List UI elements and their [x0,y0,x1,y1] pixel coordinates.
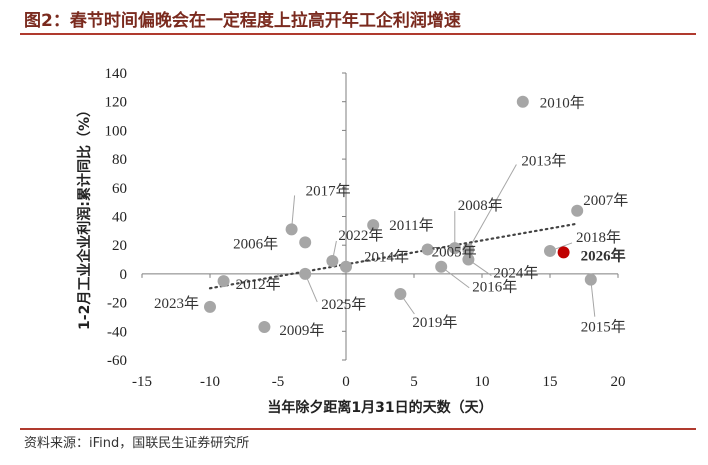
source-divider [20,428,696,430]
point-label-2022: 2022年 [338,227,383,244]
x-tick-label: -15 [132,374,152,390]
point-label-2015: 2015年 [581,319,626,336]
point-label-2018: 2018年 [576,229,621,246]
point-label-2007: 2007年 [583,192,628,209]
y-tick-label: 60 [112,181,127,197]
x-tick-label: -10 [200,374,220,390]
scatter-point-2008 [448,242,461,255]
axes-layer: -60 -40 -20 0 20 40 60 80 100 120 140 -15 -10 -5 0 5 10 1… [105,66,626,390]
scatter-point-2006 [299,236,312,249]
scatter-point-2007 [571,204,584,217]
title-divider [20,33,696,35]
x-tick-label: -5 [272,374,285,390]
scatter-point-2009 [258,320,271,333]
point-label-2011: 2011年 [389,217,433,234]
point-label-2016: 2016年 [472,279,517,296]
point-label-2005: 2005年 [432,244,477,261]
y-tick-label: 0 [120,267,128,283]
point-label-2023: 2023年 [154,295,199,312]
scatter-point-2019 [394,287,407,300]
scatter-point-2026 [557,246,570,259]
point-label-2013: 2013年 [521,153,566,170]
x-tick-label: 0 [342,374,350,390]
point-label-2009: 2009年 [279,322,324,339]
point-label-2017: 2017年 [306,182,351,199]
y-tick-label: 80 [112,152,127,168]
point-label-2019: 2019年 [412,314,457,331]
scatter-point-2018 [544,244,556,257]
x-tick-label: 10 [475,374,490,390]
point-label-2026: 2026年 [581,246,626,264]
y-tick-label: 20 [112,238,127,254]
scatter-point-2015 [584,273,597,286]
scatter-point-2005 [421,243,434,256]
trendline-layer [208,222,579,290]
point-label-2008: 2008年 [458,197,503,214]
point-label-2014: 2014年 [364,249,409,266]
scatter-point-2010 [516,95,529,108]
y-tick-label: -40 [107,324,127,340]
y-tick-label: -60 [107,353,127,369]
point-label-2025: 2025年 [321,296,366,313]
scatter-point-2012 [217,275,230,288]
scatter-point-2016 [435,260,448,273]
scatter-point-2022 [326,254,339,267]
points-layer [204,95,597,333]
leader-line [467,164,517,250]
y-tick-label: 120 [105,95,128,111]
point-label-2010: 2010年 [540,95,585,112]
scatter-point-2013 [462,243,475,256]
point-label-2012: 2012年 [236,276,281,293]
x-axis-title: 当年除夕距离1月31日的天数（天） [267,399,492,416]
y-axis-title: 1-2月工业企业利润:累计同比（%） [76,103,93,330]
y-tick-label: 100 [105,123,128,139]
scatter-point-2011 [367,219,380,232]
scatter-point-2017 [285,223,298,236]
scatter-point-2024 [462,253,475,266]
chart-title: 图2：春节时间偏晚会在一定程度上拉高开年工企利润增速 [24,11,461,31]
source-note: 资料来源：iFind，国联民生证券研究所 [24,436,250,451]
point-label-2024: 2024年 [493,265,538,282]
scatter-point-2014 [340,260,352,273]
trendline [208,222,579,290]
scatter-point-2023 [204,300,216,313]
y-tick-label: 140 [105,66,128,82]
y-tick-label: -20 [107,296,127,312]
x-tick-label: 15 [543,374,558,390]
x-tick-label: 20 [611,374,626,390]
leader-line [590,279,596,317]
point-label-2006: 2006年 [233,235,278,252]
y-tick-label: 40 [112,210,127,226]
scatter-point-2025 [299,267,312,280]
x-tick-label: 5 [410,374,418,390]
